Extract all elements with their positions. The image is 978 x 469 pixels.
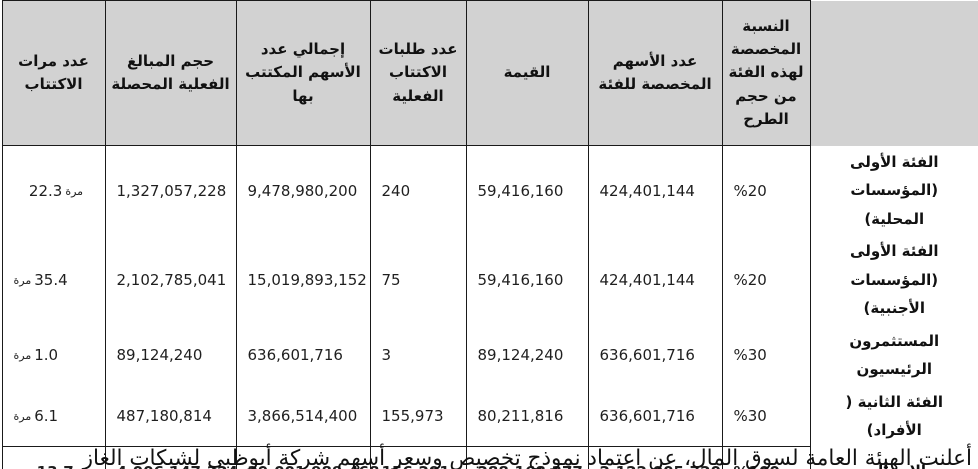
cell-pct: %20 [721,145,811,235]
cell-requests: 3 [369,324,467,386]
cell-requests: 155,973 [369,385,467,447]
cell-requests: 240 [369,145,467,235]
col-header-actual-amounts: حجم المبالغ الفعلية المحصلة [104,0,237,146]
cell-requests: 75 [369,235,467,325]
times-unit: مرة [13,409,32,423]
cell-times: 1.0 مرة [1,324,106,386]
row-label: المستثمرون الرئيسيون [810,324,978,386]
times-unit: مرة [13,349,32,362]
cell-times: 35.4 مرة [1,235,106,325]
times-value: 13.7 [37,463,74,469]
table-row-local-institutions: الفئة الأولى (المؤسسات المحلية) %20 424,… [1,145,978,235]
cell-amounts: 487,180,814 [104,385,237,447]
cell-times: 13.7مرة [1,446,106,469]
col-header-allocated-shares: عدد الأسهم المخصصة للفئة [587,0,723,146]
col-header-value: القيمة [465,0,589,146]
cell-value: 59,416,160 [465,235,589,325]
cell-total-subscribed: 636,601,716 [235,324,371,386]
col-header-actual-requests: عدد طلبات الاكتتاب الفعلية [369,0,467,146]
cell-allocated: 636,601,716 [587,324,723,386]
caption-text: أعلنت الهيئة العامة لسوق المال، عن اعتما… [82,446,972,469]
col-header-allocated-percentage: النسبة المخصصة لهذه الفئة من حجم الطرح [721,0,811,146]
table-row-main-investors: المستثمرون الرئيسيون %30 636,601,716 89,… [1,324,978,386]
cell-requests: 156,291 [369,446,467,469]
cell-pct: %20 [721,235,811,325]
times-value: 6.1 [34,406,59,425]
cell-allocated: 424,401,144 [587,145,723,235]
cell-allocated: 2,122,005,720 [587,446,723,469]
cell-allocated: 636,601,716 [587,385,723,447]
cell-value: 89,124,240 [465,324,589,386]
col-header-category [810,0,978,146]
cell-times: 6.1 مرة [1,385,106,447]
cell-amounts: 89,124,240 [104,324,237,386]
cell-amounts: 1,327,057,228 [104,145,237,235]
row-label: الفئة الأولى (المؤسسات الأجنبية) [810,235,978,325]
row-label: الإجمالي [810,446,978,469]
cell-total-subscribed: 15,019,893,152 [235,235,371,325]
times-value: 22.3 [28,181,63,200]
times-unit: مرة [65,184,84,198]
cell-amounts: 4,006,147,324 [104,446,238,469]
table-row-foreign-institutions: الفئة الأولى (المؤسسات الأجنبية) %20 424… [1,235,978,325]
cell-total-subscribed: 29,001,989,468 [235,446,379,469]
table-row-total: الإجمالي %100 2,122,005,720 288,168,377 … [1,446,978,469]
times-value: 35.4 [34,270,68,289]
cell-total-subscribed: 3,866,514,400 [235,385,371,447]
table-header: النسبة المخصصة لهذه الفئة من حجم الطرح ع… [1,0,978,146]
row-label: الفئة الأولى (المؤسسات المحلية) [810,145,978,235]
cell-value: 80,211,816 [465,385,589,447]
cell-pct: %100 [721,446,811,469]
cell-value: 288,168,377 [465,446,589,469]
times-unit: مرة [14,466,34,469]
cell-total-subscribed: 9,478,980,200 [235,145,371,235]
cell-value: 59,416,160 [465,145,589,235]
cell-times: 22.3 مرة [1,145,106,235]
cell-amounts: 2,102,785,041 [104,235,237,325]
col-header-total-subscribed-shares: إجمالي عدد الأسهم المكتتب بها [235,0,371,146]
times-value: 1.0 [34,346,59,364]
row-label: الفئة الثانية ( الأفراد) [810,385,978,447]
table-row-individuals: الفئة الثانية ( الأفراد) %30 636,601,716… [1,385,978,447]
cell-pct: %30 [721,324,811,386]
cell-pct: %30 [721,385,811,447]
cell-allocated: 424,401,144 [587,235,723,325]
col-header-coverage-times: عدد مرات الاكتتاب [1,0,106,146]
times-unit: مرة [13,273,32,287]
